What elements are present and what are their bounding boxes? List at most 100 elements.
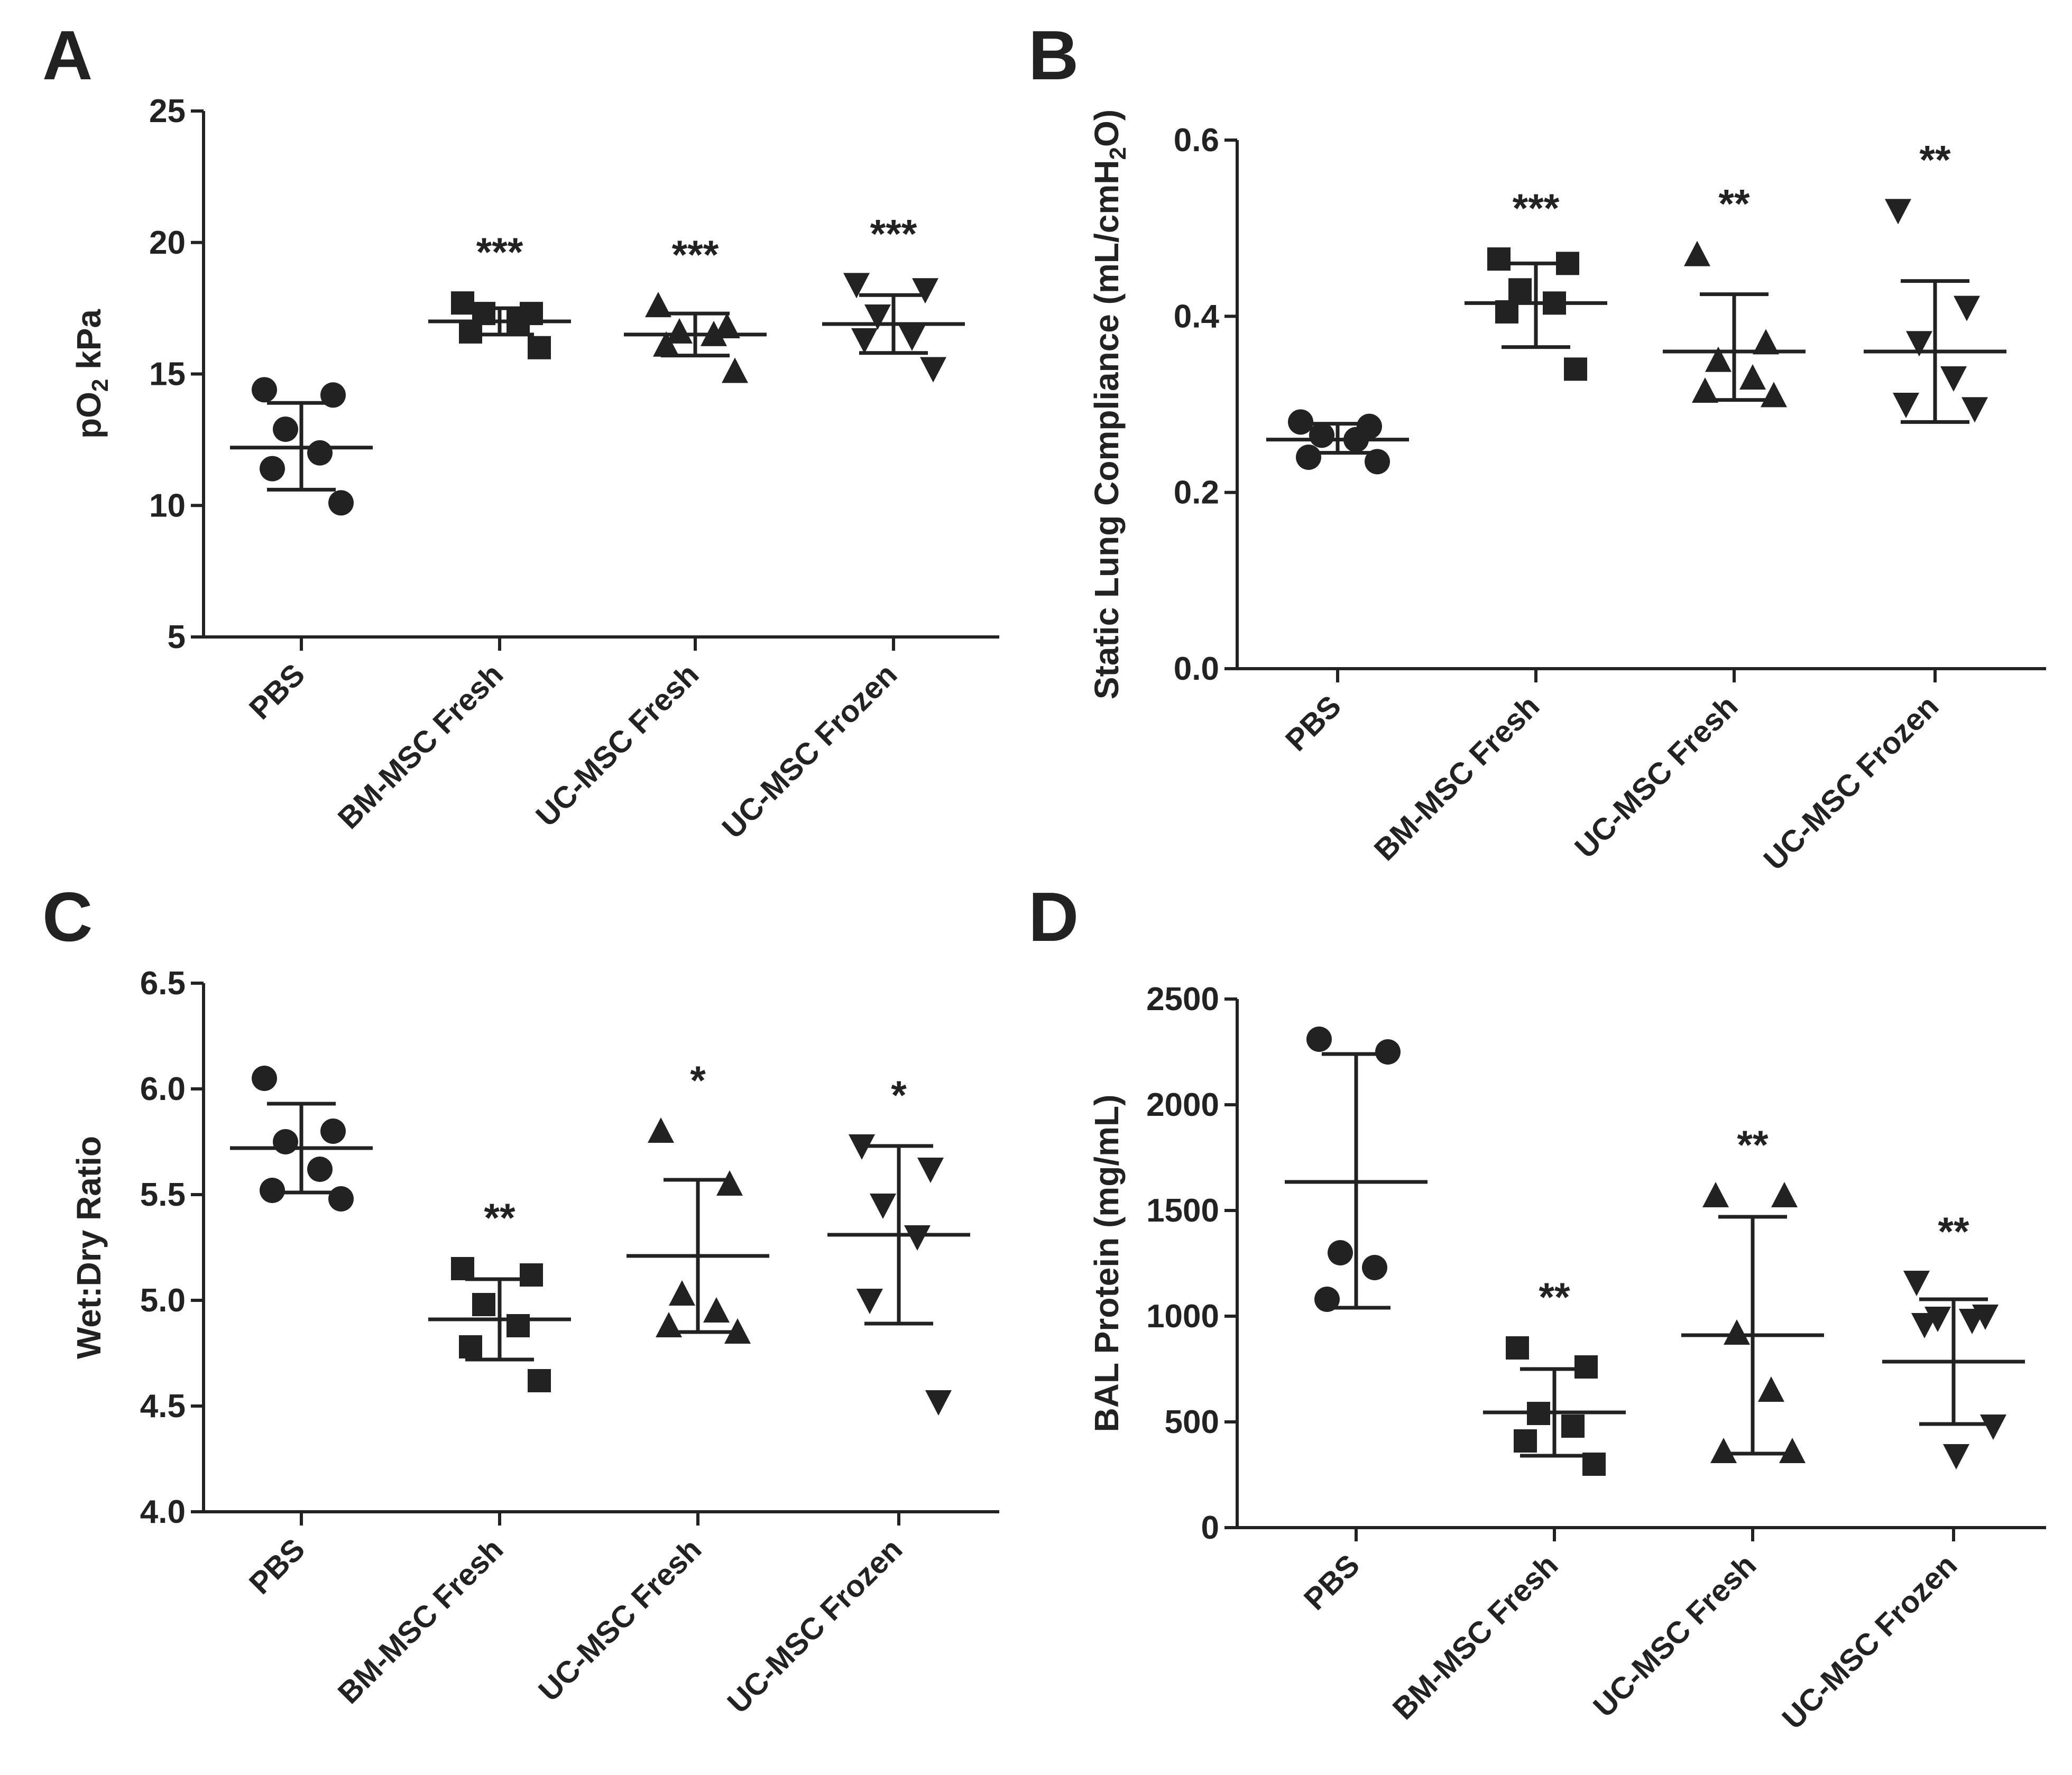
y-tick-label: 0.4 bbox=[1174, 298, 1220, 335]
group-uc-msc-fresh: UC-MSC Fresh ** bbox=[1587, 1123, 1824, 1724]
data-point bbox=[1980, 1415, 2006, 1440]
category-label: BM-MSC Fresh bbox=[331, 1532, 510, 1711]
group-pbs: PBS bbox=[1266, 409, 1409, 758]
y-tick-label: 0.2 bbox=[1174, 475, 1219, 511]
data-point bbox=[260, 456, 285, 482]
data-point bbox=[459, 1335, 482, 1358]
significance-label: *** bbox=[870, 211, 917, 256]
category-label: UC-MSC Fresh bbox=[1568, 689, 1744, 865]
y-axis-title: BAL Protein (mg/mL) bbox=[1088, 1095, 1126, 1432]
chart-panel-d: D 0 500 1000 1500 2000 2500 BAL Protein (mg/mL)… bbox=[1028, 878, 2046, 1736]
data-point bbox=[864, 304, 891, 330]
category-label: BM-MSC Fresh bbox=[331, 657, 510, 836]
data-point bbox=[899, 325, 925, 351]
y-tick-label: 6.5 bbox=[140, 965, 186, 1002]
significance-label: * bbox=[891, 1073, 907, 1118]
data-point bbox=[307, 440, 333, 466]
group-uc-msc-frozen: UC-MSC Frozen *** bbox=[715, 211, 965, 845]
data-point bbox=[1365, 449, 1390, 475]
data-point bbox=[1943, 1444, 1969, 1469]
data-point bbox=[920, 357, 946, 383]
panel-letter: D bbox=[1028, 878, 1079, 956]
data-point bbox=[1527, 1402, 1550, 1425]
y-axis-title: Wet:Dry Ratio bbox=[70, 1136, 108, 1359]
data-point bbox=[307, 1157, 333, 1182]
data-point bbox=[1508, 278, 1532, 302]
data-point bbox=[716, 1170, 743, 1196]
data-point bbox=[1940, 366, 1967, 392]
data-point bbox=[669, 1280, 695, 1306]
y-tick-label: 0.6 bbox=[1174, 122, 1219, 159]
data-point bbox=[1753, 329, 1779, 355]
y-tick-label: 2000 bbox=[1146, 1087, 1219, 1123]
data-point bbox=[472, 1293, 495, 1316]
data-point bbox=[1564, 357, 1587, 381]
y-tick-label: 10 bbox=[149, 487, 186, 524]
data-point bbox=[1761, 382, 1787, 408]
data-point bbox=[1710, 1438, 1737, 1463]
category-label: UC-MSC Frozen bbox=[715, 657, 904, 845]
y-tick-label: 0.0 bbox=[1174, 651, 1219, 687]
data-point bbox=[1582, 1453, 1606, 1476]
data-point bbox=[1911, 1313, 1938, 1338]
category-label: UC-MSC Frozen bbox=[721, 1532, 909, 1720]
panel-letter: C bbox=[42, 878, 93, 956]
data-point bbox=[857, 1289, 883, 1314]
y-tick-label: 4.5 bbox=[140, 1388, 186, 1425]
data-point bbox=[653, 331, 679, 357]
category-label: UC-MSC Fresh bbox=[1587, 1548, 1763, 1724]
data-point bbox=[1705, 346, 1732, 372]
group-bm-msc-fresh: BM-MSC Fresh ** bbox=[331, 1196, 571, 1711]
data-point bbox=[1306, 1027, 1332, 1052]
significance-label: *** bbox=[672, 233, 719, 278]
data-point bbox=[1893, 393, 1919, 418]
data-point bbox=[904, 1225, 931, 1251]
data-point bbox=[320, 382, 346, 408]
data-point bbox=[507, 1314, 530, 1337]
y-tick-label: 1000 bbox=[1146, 1298, 1219, 1335]
y-tick-label: 15 bbox=[149, 356, 186, 393]
data-point bbox=[252, 377, 277, 403]
data-point bbox=[703, 1297, 730, 1323]
data-point bbox=[320, 1118, 346, 1144]
group-uc-msc-frozen: UC-MSC Frozen ** bbox=[1757, 137, 2006, 877]
data-point bbox=[528, 1369, 551, 1392]
category-label: UC-MSC Fresh bbox=[529, 657, 705, 833]
data-point bbox=[1758, 1376, 1784, 1402]
data-point bbox=[1903, 1271, 1930, 1296]
y-tick-label: 20 bbox=[149, 225, 186, 261]
data-point bbox=[849, 1134, 875, 1160]
data-point bbox=[1885, 199, 1911, 225]
data-point bbox=[851, 328, 878, 354]
data-point bbox=[701, 320, 727, 346]
group-uc-msc-frozen: UC-MSC Frozen * bbox=[721, 1073, 970, 1720]
data-point bbox=[520, 1263, 543, 1287]
data-point bbox=[1375, 1039, 1401, 1065]
category-label: PBS bbox=[1279, 689, 1348, 757]
y-tick-label: 2500 bbox=[1146, 981, 1219, 1018]
data-point bbox=[666, 318, 693, 344]
data-point bbox=[1506, 1336, 1529, 1360]
y-axis-title: Static Lung Compliance (mL/cmH2O) bbox=[1088, 109, 1131, 699]
group-uc-msc-fresh: UC-MSC Fresh * bbox=[532, 1058, 769, 1708]
data-point bbox=[925, 1390, 952, 1416]
data-point bbox=[724, 1318, 751, 1344]
data-point bbox=[451, 291, 474, 315]
data-point bbox=[714, 312, 740, 338]
significance-label: ** bbox=[1737, 1123, 1769, 1168]
data-point bbox=[260, 1178, 285, 1203]
y-tick-label: 25 bbox=[149, 93, 186, 130]
data-point bbox=[656, 1312, 682, 1337]
group-uc-msc-fresh: UC-MSC Fresh ** bbox=[1568, 182, 1806, 865]
data-point bbox=[1739, 364, 1766, 390]
y-tick-label: 6.0 bbox=[140, 1071, 186, 1107]
data-point bbox=[273, 416, 298, 442]
data-point bbox=[451, 1257, 474, 1280]
y-tick-label: 5.5 bbox=[140, 1177, 186, 1213]
category-label: PBS bbox=[243, 657, 311, 726]
data-point bbox=[1514, 1429, 1537, 1453]
data-point bbox=[1288, 409, 1313, 435]
y-tick-label: 5 bbox=[168, 619, 186, 655]
